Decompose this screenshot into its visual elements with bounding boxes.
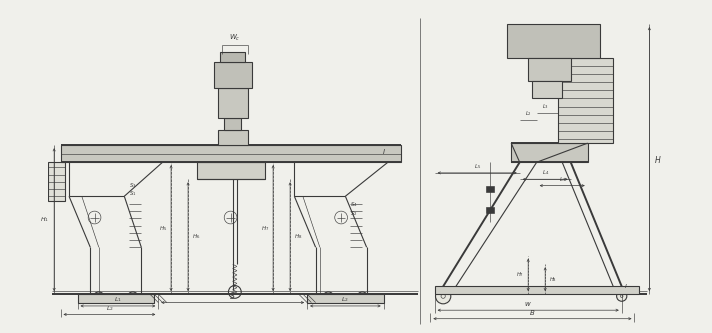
Text: $H_8$: $H_8$ (294, 232, 303, 241)
Circle shape (436, 288, 451, 304)
Bar (218, 130, 248, 145)
Bar (511, 143, 587, 162)
Text: $H_1$: $H_1$ (40, 215, 49, 224)
Text: $L_2$: $L_2$ (105, 304, 113, 313)
Text: $H$: $H$ (654, 154, 662, 165)
Circle shape (361, 296, 364, 299)
Circle shape (132, 296, 134, 299)
Text: $S_3$: $S_3$ (129, 181, 136, 190)
Text: $S$: $S$ (229, 290, 236, 301)
Text: $L_1$: $L_1$ (114, 295, 122, 304)
Text: $H_6$: $H_6$ (192, 232, 201, 241)
Bar (218, 88, 248, 118)
Bar (533, 82, 562, 99)
Text: $L_4$: $L_4$ (542, 168, 549, 177)
Text: $H_8$: $H_8$ (550, 275, 557, 284)
Circle shape (323, 292, 334, 303)
Bar (434, 286, 639, 294)
Bar (558, 58, 613, 143)
Bar (214, 62, 252, 88)
Bar (78, 294, 154, 303)
Bar (507, 24, 600, 58)
Text: $L_3$: $L_3$ (559, 174, 566, 183)
Text: $I$: $I$ (624, 282, 627, 290)
Text: $B$: $B$ (529, 308, 535, 317)
Text: $I$: $I$ (382, 147, 386, 156)
Circle shape (98, 296, 100, 299)
Text: $w$: $w$ (524, 300, 532, 308)
Text: $H_7$: $H_7$ (516, 270, 524, 279)
Text: $S_2$: $S_2$ (350, 208, 357, 217)
Bar (224, 118, 241, 130)
Text: $S_1$: $S_1$ (129, 189, 136, 198)
Bar (486, 185, 494, 192)
Bar (307, 294, 384, 303)
Text: $H_5$: $H_5$ (159, 224, 167, 232)
Circle shape (327, 296, 330, 299)
Bar (61, 145, 401, 162)
Bar (220, 52, 246, 62)
Text: $L_2$: $L_2$ (342, 295, 350, 304)
Text: $L_3$: $L_3$ (542, 102, 549, 111)
Text: $L_2$: $L_2$ (525, 109, 532, 118)
Bar (528, 58, 571, 82)
Circle shape (93, 292, 105, 303)
Bar (486, 207, 494, 213)
Text: $S_4$: $S_4$ (350, 200, 357, 209)
Circle shape (357, 292, 368, 303)
Text: $W_c$: $W_c$ (229, 33, 241, 43)
Circle shape (127, 292, 138, 303)
Text: $L_5$: $L_5$ (473, 162, 481, 171)
Circle shape (617, 291, 627, 301)
Bar (48, 162, 65, 200)
Text: $H_7$: $H_7$ (261, 224, 269, 232)
Bar (197, 162, 265, 179)
